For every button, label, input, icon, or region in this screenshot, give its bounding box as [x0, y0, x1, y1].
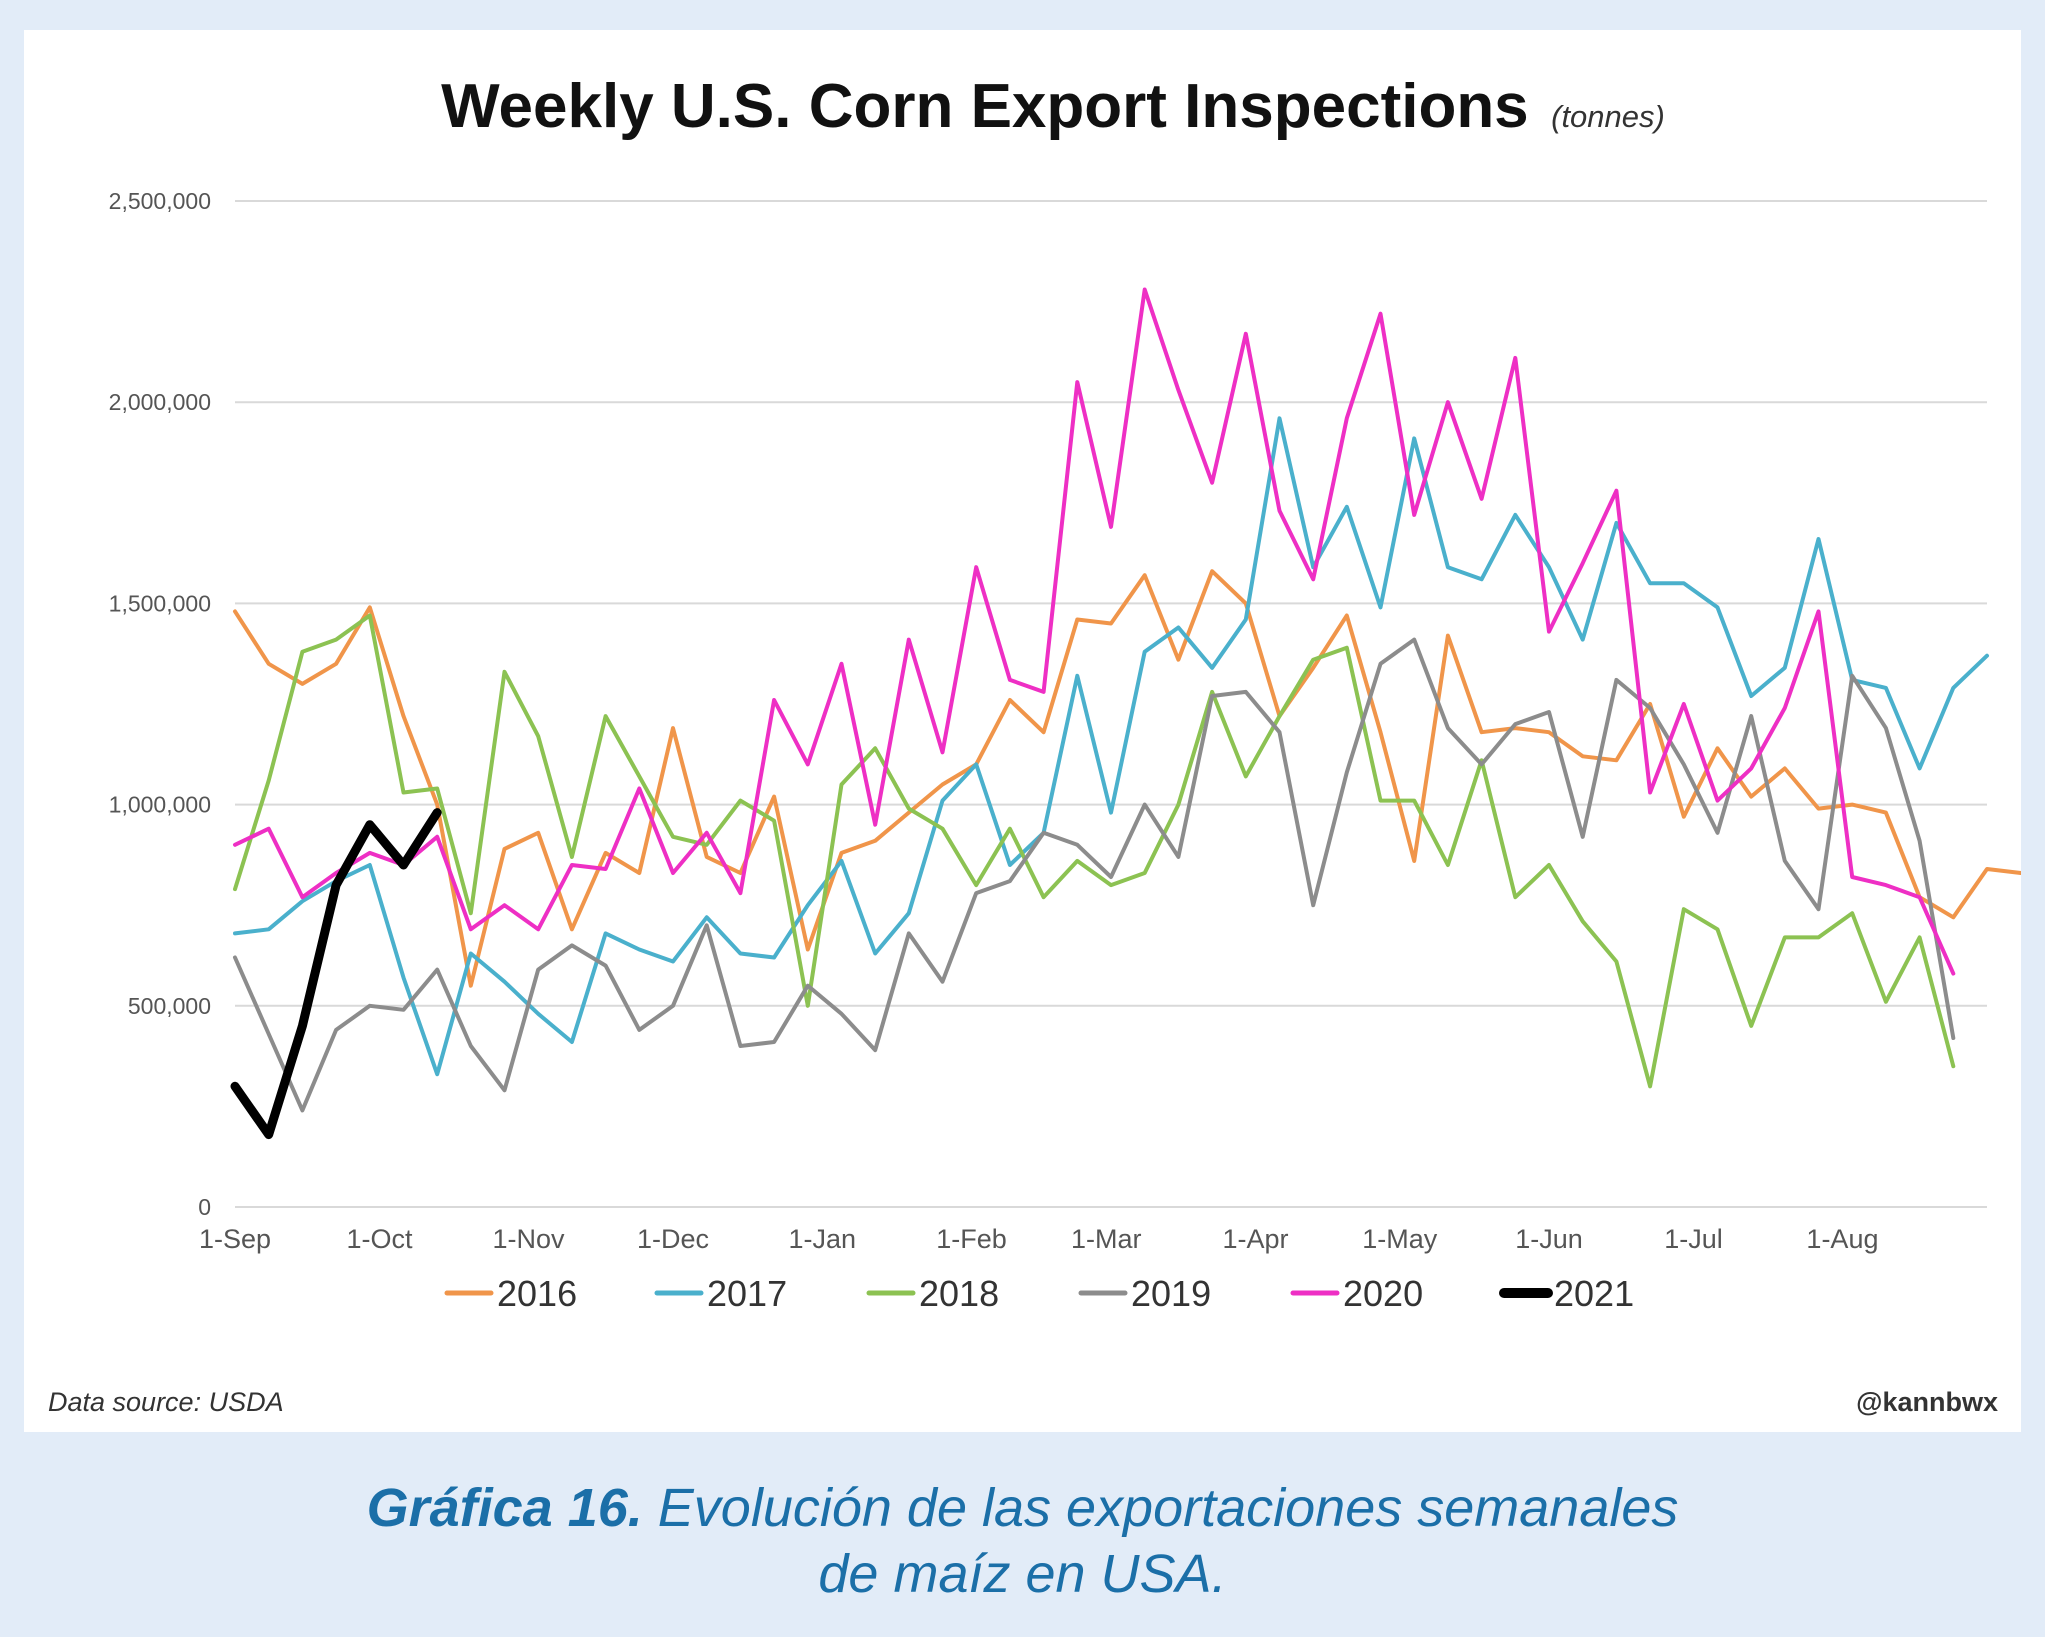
- series-line-2016: [233, 569, 2021, 988]
- y-tick-label: 2,500,000: [109, 188, 211, 214]
- y-tick-label: 1,000,000: [109, 792, 211, 818]
- legend-label-2018: 2018: [919, 1273, 999, 1314]
- legend-label-2017: 2017: [707, 1273, 787, 1314]
- x-tick-label: 1-Sep: [199, 1224, 271, 1254]
- series-line-2018: [233, 613, 1956, 1089]
- series-line-2019: [233, 637, 1956, 1113]
- series-lines: [230, 287, 2021, 1140]
- x-tick-label: 1-Oct: [347, 1224, 414, 1254]
- chart-title-unit: (tonnes): [1551, 99, 1665, 134]
- legend-label-2021: 2021: [1554, 1273, 1634, 1314]
- legend-label-2020: 2020: [1343, 1273, 1423, 1314]
- x-tick-label: 1-Jun: [1515, 1224, 1583, 1254]
- x-tick-label: 1-Jan: [788, 1224, 856, 1254]
- gridlines: [235, 200, 1987, 1208]
- chart-card: Weekly U.S. Corn Export Inspections (ton…: [24, 30, 2021, 1432]
- x-tick-label: 1-Aug: [1806, 1224, 1878, 1254]
- x-tick-label: 1-May: [1362, 1224, 1438, 1254]
- caption-line-2: de maíz en USA.: [818, 1544, 1227, 1604]
- y-tick-label: 1,500,000: [109, 590, 211, 616]
- y-tick-label: 500,000: [128, 993, 211, 1019]
- x-tick-label: 1-Mar: [1071, 1224, 1142, 1254]
- figure-caption: Gráfica 16. Evolución de las exportacion…: [0, 1475, 2045, 1607]
- series-line-2020: [233, 287, 1956, 976]
- caption-label: Gráfica 16.: [366, 1478, 643, 1538]
- x-axis-ticks: 1-Sep 1-Oct 1-Nov 1-Dec 1-Jan 1-Feb 1-Mar 1-Apr…: [199, 1224, 1879, 1254]
- y-tick-label: 2,000,000: [109, 389, 211, 415]
- y-axis-ticks: 0 500,000 1,000,000 1,500,000 2,000,000 2,500…: [109, 188, 211, 1220]
- author-credit: @kannbwx: [1856, 1387, 1998, 1417]
- x-tick-label: 1-Dec: [637, 1224, 709, 1254]
- series-line-2021: [230, 808, 442, 1140]
- chart-title: Weekly U.S. Corn Export Inspections (ton…: [441, 72, 1665, 141]
- caption-text-1: Evolución de las exportaciones semanales: [657, 1478, 1679, 1538]
- line-chart: Weekly U.S. Corn Export Inspections (ton…: [48, 72, 2021, 1417]
- x-tick-label: 1-Feb: [936, 1224, 1007, 1254]
- y-tick-label: 0: [198, 1194, 211, 1220]
- legend: 2016 2017 2018 2019 2020 2021: [444, 1273, 1634, 1314]
- legend-label-2019: 2019: [1131, 1273, 1211, 1314]
- caption-line-1: Gráfica 16. Evolución de las exportacion…: [0, 1475, 2045, 1541]
- x-tick-label: 1-Jul: [1664, 1224, 1723, 1254]
- data-source-note: Data source: USDA: [48, 1387, 284, 1417]
- x-tick-label: 1-Nov: [492, 1224, 565, 1254]
- x-tick-label: 1-Apr: [1223, 1224, 1289, 1254]
- legend-label-2016: 2016: [497, 1273, 577, 1314]
- chart-title-main: Weekly U.S. Corn Export Inspections: [441, 72, 1529, 141]
